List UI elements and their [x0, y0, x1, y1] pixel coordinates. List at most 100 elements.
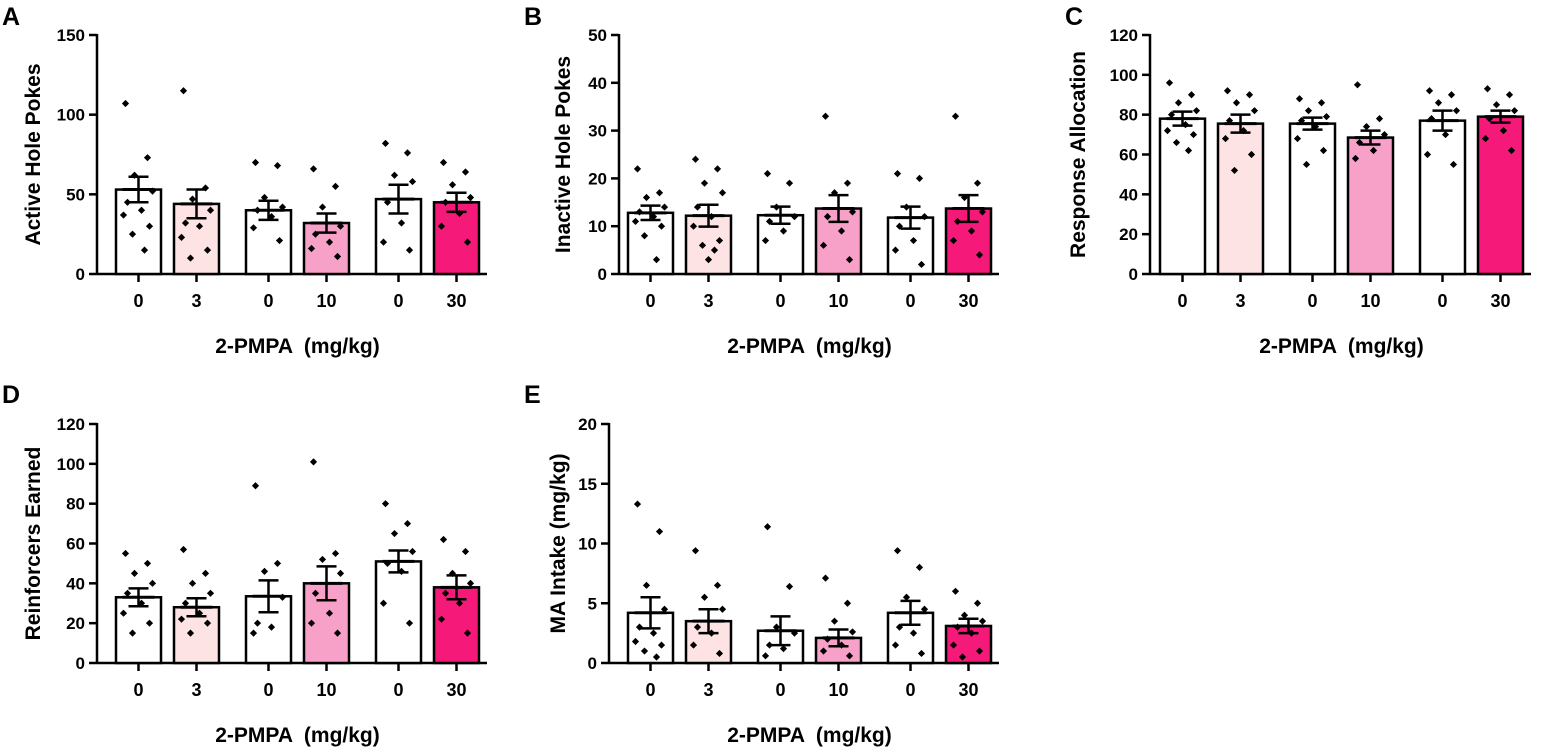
data-point	[909, 236, 918, 245]
data-point	[657, 641, 666, 649]
data-point	[251, 158, 260, 167]
data-point	[1425, 87, 1434, 95]
y-tick-label: 40	[66, 574, 85, 593]
data-point	[819, 647, 828, 655]
data-point	[848, 628, 857, 636]
data-point	[718, 189, 727, 197]
data-point	[463, 629, 472, 637]
data-point	[1317, 99, 1326, 107]
data-point	[1380, 130, 1389, 139]
data-point	[186, 629, 195, 637]
data-point	[713, 581, 722, 589]
x-tick-label: 0	[905, 680, 915, 700]
data-point	[381, 500, 390, 508]
panel-letter: B	[524, 3, 542, 31]
data-point	[309, 458, 318, 466]
y-tick-label: 30	[588, 122, 607, 141]
data-point	[145, 222, 154, 230]
data-point	[123, 198, 132, 206]
data-point	[761, 236, 770, 245]
y-tick-label: 100	[1110, 66, 1138, 85]
data-point	[920, 605, 929, 613]
data-point	[439, 535, 448, 544]
data-point	[655, 527, 664, 536]
y-tick-label: 20	[66, 614, 85, 633]
data-point	[336, 569, 345, 577]
data-point	[461, 168, 470, 176]
data-point	[691, 155, 700, 163]
data-point	[693, 623, 702, 631]
y-tick-label: 10	[578, 535, 597, 554]
x-tick-label: 0	[263, 680, 273, 700]
data-point	[657, 222, 666, 230]
x-axis-label: 2-PMPA (mg/kg)	[727, 724, 892, 747]
y-tick-label: 0	[1129, 265, 1138, 284]
data-point	[763, 523, 772, 531]
data-point	[978, 208, 987, 216]
data-point	[1230, 166, 1239, 175]
data-point	[660, 605, 669, 613]
data-point	[915, 174, 924, 182]
bar	[1216, 122, 1265, 276]
data-point	[631, 217, 640, 226]
data-point	[1375, 115, 1384, 123]
y-tick-label: 120	[57, 415, 85, 434]
data-point	[1297, 117, 1306, 125]
data-point	[652, 653, 661, 661]
x-tick-label: 0	[133, 680, 143, 700]
data-point	[958, 653, 967, 661]
data-point	[772, 623, 781, 631]
data-point	[206, 589, 215, 597]
data-point	[1369, 146, 1378, 155]
data-point	[1295, 95, 1304, 103]
data-point	[652, 256, 661, 264]
x-tick-label: 30	[1490, 291, 1510, 311]
panel-letter: A	[2, 3, 20, 31]
x-tick-label: 0	[645, 680, 655, 700]
data-point	[823, 213, 832, 221]
data-point	[318, 203, 327, 211]
data-point	[715, 236, 724, 245]
data-point	[333, 252, 342, 261]
x-tick-label: 0	[133, 291, 143, 311]
x-tick-label: 0	[263, 291, 273, 311]
data-point	[785, 582, 794, 591]
data-point	[253, 619, 262, 627]
data-point	[119, 609, 128, 617]
data-point	[640, 232, 649, 240]
data-point	[642, 581, 651, 589]
data-point	[761, 652, 770, 660]
data-point	[179, 545, 188, 554]
x-tick-label: 0	[393, 680, 403, 700]
data-point	[273, 162, 282, 170]
data-point	[967, 227, 976, 235]
data-point	[325, 238, 334, 246]
bar	[374, 560, 423, 665]
data-point	[715, 649, 724, 658]
data-point	[267, 623, 276, 631]
data-point	[1221, 134, 1230, 143]
data-point	[143, 154, 152, 162]
data-point	[130, 569, 139, 577]
data-point	[379, 238, 388, 246]
data-point	[917, 260, 926, 269]
data-point	[307, 244, 316, 253]
data-point	[700, 593, 709, 601]
data-point	[843, 179, 852, 187]
data-point	[978, 617, 987, 625]
data-point	[148, 579, 157, 587]
bar	[1288, 122, 1337, 276]
x-tick-label: 0	[905, 291, 915, 311]
data-point	[128, 230, 137, 238]
x-tick-label: 0	[1177, 291, 1187, 311]
data-point	[1499, 127, 1508, 135]
data-point	[177, 233, 186, 241]
data-point	[689, 222, 698, 230]
data-point	[381, 139, 390, 147]
data-point	[1163, 127, 1172, 135]
data-point	[311, 589, 320, 597]
y-axis-label: Response Allocation	[1067, 51, 1090, 258]
data-point	[909, 629, 918, 637]
